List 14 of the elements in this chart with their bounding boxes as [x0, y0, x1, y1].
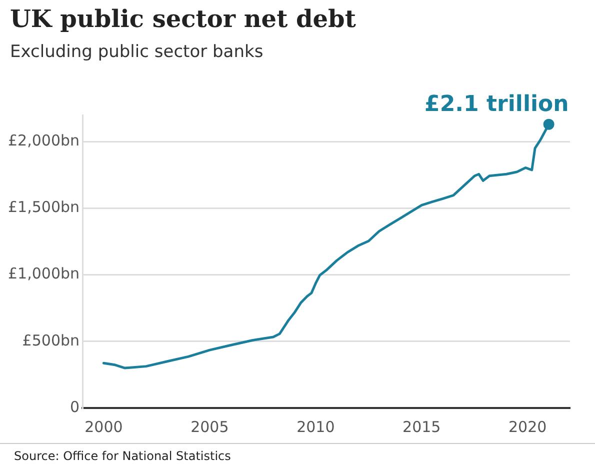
- x-tick-label: 2005: [190, 418, 229, 436]
- source-note: Source: Office for National Statistics: [14, 449, 231, 463]
- y-tick-label: £500bn: [22, 331, 80, 350]
- x-tick-label: 2010: [296, 418, 335, 436]
- y-tick-label: £1,000bn: [8, 264, 80, 283]
- chart-title: UK public sector net debt: [10, 4, 356, 33]
- y-tick-label: 0: [70, 398, 80, 416]
- x-tick-label: 2015: [402, 418, 441, 436]
- chart-subtitle: Excluding public sector banks: [10, 42, 264, 62]
- annotation: £2.1 trillion: [424, 92, 569, 118]
- y-tick-label: £2,000bn: [8, 132, 80, 150]
- x-tick-label: 2020: [508, 418, 547, 436]
- x-tick-label: 2000: [84, 418, 123, 436]
- y-tick-label: £1,500bn: [8, 198, 80, 216]
